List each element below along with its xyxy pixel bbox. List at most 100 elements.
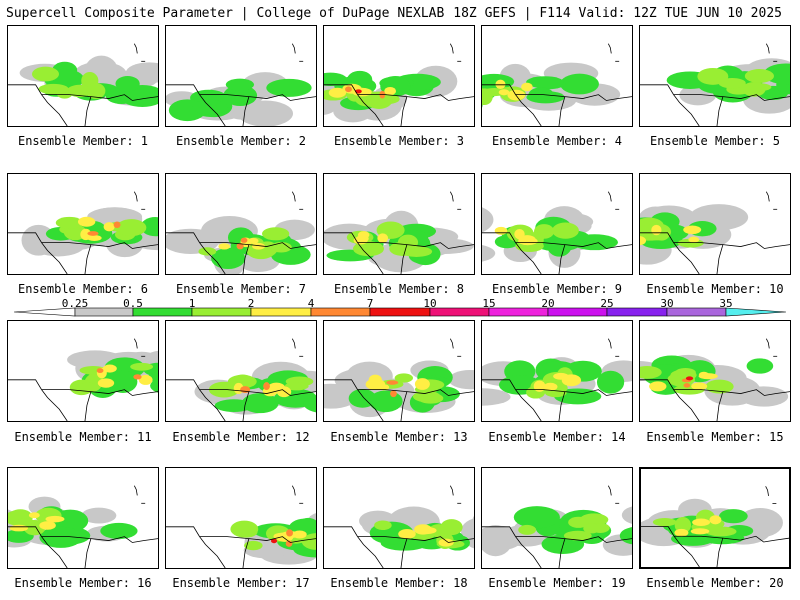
ensemble-map-panel[interactable]	[7, 173, 159, 275]
panel-label: Ensemble Member: 13	[330, 430, 468, 444]
panel-label: Ensemble Member: 8	[333, 282, 465, 296]
ensemble-map-panel[interactable]	[7, 25, 159, 127]
ensemble-map-panel[interactable]	[481, 173, 633, 275]
colorbar-segment	[310, 307, 371, 317]
panel-label: Ensemble Member: 10	[646, 282, 784, 296]
state-borders	[324, 526, 474, 568]
lake-outline	[133, 338, 138, 349]
panel-label: Ensemble Member: 18	[330, 576, 468, 590]
scp-field	[324, 210, 474, 273]
panel-label: Ensemble Member: 4	[491, 134, 623, 148]
state-borders	[8, 526, 158, 568]
colorbar-tick-label: 10	[423, 297, 437, 310]
colorbar-tick-label: 20	[541, 297, 555, 310]
colorbar-tick-label: 35	[719, 297, 733, 310]
colorbar-tick-label: 7	[366, 297, 374, 310]
panel-label: Ensemble Member: 5	[649, 134, 781, 148]
lake-outline	[765, 191, 770, 202]
scp-map	[166, 338, 316, 421]
ensemble-map-panel[interactable]	[7, 320, 159, 422]
lake-outline	[291, 338, 296, 349]
colorbar-tick-label: 15	[482, 297, 496, 310]
ensemble-map-panel[interactable]	[165, 173, 317, 275]
scp-map	[8, 338, 158, 421]
scp-field	[194, 361, 316, 415]
scp-map	[166, 43, 316, 126]
ensemble-map-panel[interactable]	[165, 25, 317, 127]
scp-field	[482, 506, 632, 557]
lake-outline	[291, 485, 296, 496]
scp-field	[67, 350, 158, 399]
ensemble-map-panel[interactable]	[639, 173, 791, 275]
scp-field	[666, 58, 790, 114]
ensemble-map-panel[interactable]	[481, 320, 633, 422]
state-borders	[482, 84, 632, 126]
panel-label: Ensemble Member: 1	[17, 134, 149, 148]
panel-label: Ensemble Member: 14	[488, 430, 626, 444]
scp-map	[482, 485, 632, 568]
panel-label: Ensemble Member: 20	[646, 576, 784, 590]
ensemble-map-panel[interactable]	[165, 467, 317, 569]
scp-field	[482, 357, 632, 406]
scp-map	[8, 485, 158, 568]
ensemble-map-panel[interactable]	[323, 173, 475, 275]
scp-field	[166, 216, 315, 274]
panel-label: Ensemble Member: 7	[175, 282, 307, 296]
ensemble-map-panel[interactable]	[481, 467, 633, 569]
scp-map	[324, 191, 474, 274]
colorbar-segment	[666, 307, 727, 317]
ensemble-map-panel[interactable]	[7, 467, 159, 569]
ensemble-map-panel[interactable]	[323, 320, 475, 422]
panel-label: Ensemble Member: 6	[17, 282, 149, 296]
scp-map	[166, 485, 316, 568]
colorbar-tick-label: 30	[660, 297, 674, 310]
scp-map	[166, 191, 316, 274]
scp-map	[324, 338, 474, 421]
scp-map	[482, 191, 632, 274]
state-borders	[166, 232, 316, 274]
lake-outline	[765, 486, 769, 496]
ensemble-map-panel[interactable]	[165, 320, 317, 422]
colorbar-segment	[369, 307, 431, 317]
scp-field	[640, 354, 789, 407]
scp-field	[324, 65, 458, 123]
scp-field	[230, 513, 316, 565]
ensemble-map-panel[interactable]	[639, 320, 791, 422]
scp-map	[641, 486, 789, 567]
state-borders	[324, 232, 474, 274]
lake-outline	[607, 191, 612, 202]
colorbar-tick-label: 25	[600, 297, 614, 310]
state-borders	[166, 526, 316, 568]
colorbar-tick-label: 1	[188, 297, 196, 310]
ensemble-map-panel[interactable]	[481, 25, 633, 127]
lake-outline	[133, 191, 138, 202]
scp-map	[482, 43, 632, 126]
ensemble-map-panel[interactable]	[639, 467, 791, 569]
state-borders	[8, 84, 158, 126]
colorbar-segment	[191, 307, 252, 317]
lake-outline	[449, 43, 454, 54]
scp-field	[359, 506, 474, 551]
colorbar-tick-label: 2	[247, 297, 255, 310]
ensemble-map-panel[interactable]	[323, 467, 475, 569]
state-borders	[640, 232, 790, 274]
lake-outline	[449, 191, 454, 202]
lake-outline	[133, 43, 138, 54]
ensemble-map-panel[interactable]	[323, 25, 475, 127]
lake-outline	[291, 191, 296, 202]
colorbar-segment	[250, 307, 312, 317]
colorbar-segment	[547, 307, 608, 317]
colorbar-segment	[429, 307, 490, 317]
scp-field	[482, 62, 621, 111]
colorbar-tick-label: 0.25	[61, 297, 89, 310]
lake-outline	[449, 485, 454, 496]
ensemble-map-panel[interactable]	[639, 25, 791, 127]
run-info: 18Z GEFS | F114 Valid: 12Z TUE JUN 10 20…	[453, 6, 782, 21]
lake-outline	[133, 485, 138, 496]
colorbar-segment	[725, 307, 787, 317]
state-borders	[482, 526, 632, 568]
lake-outline	[607, 43, 612, 54]
scp-map	[482, 338, 632, 421]
state-borders	[482, 379, 632, 421]
state-borders	[641, 526, 789, 567]
